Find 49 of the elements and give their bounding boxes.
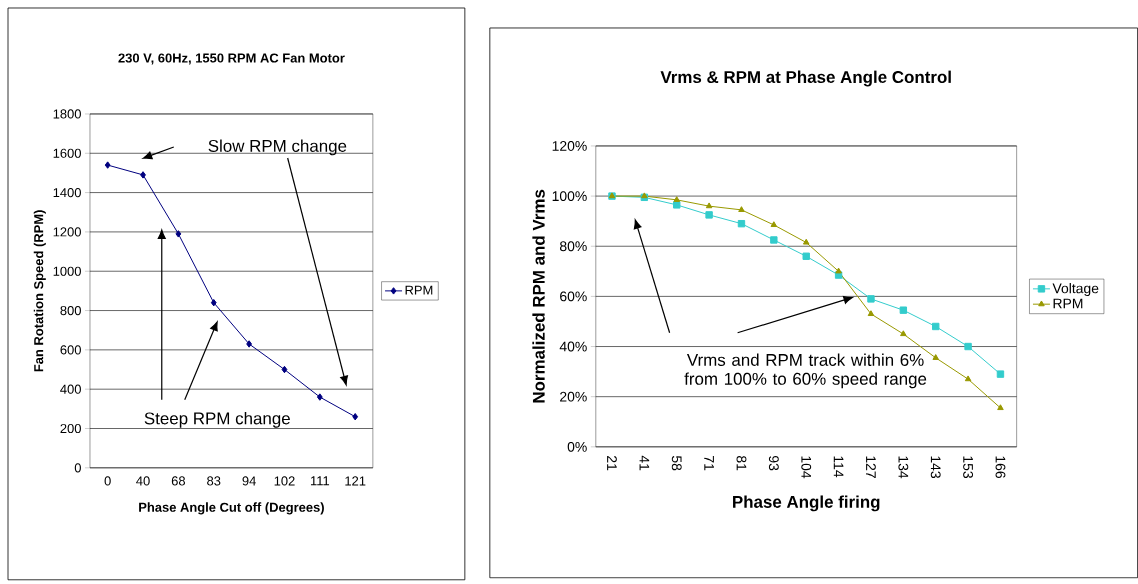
y-tick-label: 60% bbox=[560, 291, 587, 302]
x-tick-label: 41 bbox=[639, 455, 650, 471]
y-axis-title: Fan Rotation Speed (RPM) bbox=[33, 210, 46, 372]
y-tick-label: 800 bbox=[60, 306, 81, 316]
x-tick-label: 68 bbox=[171, 476, 186, 486]
y-tick-label: 1800 bbox=[53, 109, 81, 119]
x-tick-label: 114 bbox=[833, 456, 844, 478]
y-tick-label: 1400 bbox=[53, 188, 81, 198]
legend-label: RPM bbox=[405, 285, 433, 295]
x-tick-label: 71 bbox=[704, 456, 714, 471]
y-tick-label: 400 bbox=[60, 384, 81, 394]
y-tick-label: 1200 bbox=[53, 227, 81, 237]
y-tick-label: 0% bbox=[567, 441, 587, 452]
x-tick-label: 58 bbox=[671, 456, 682, 471]
chart-title: 230 V, 60Hz, 1550 RPM AC Fan Motor bbox=[118, 53, 345, 65]
y-tick-label: 20% bbox=[560, 391, 587, 402]
legend-label: RPM bbox=[1053, 298, 1083, 309]
x-tick-label: 81 bbox=[736, 456, 747, 471]
chart-title: Vrms & RPM at Phase Angle Control bbox=[660, 70, 951, 87]
x-tick-label: 102 bbox=[274, 476, 295, 486]
x-tick-label: 93 bbox=[768, 456, 779, 471]
y-tick-label: 200 bbox=[60, 424, 81, 434]
y-tick-label: 80% bbox=[559, 241, 587, 252]
y-tick-label: 40% bbox=[559, 341, 587, 352]
annotation: Steep RPM change bbox=[144, 412, 290, 428]
y-tick-label: 120% bbox=[552, 141, 587, 151]
x-tick-label: 127 bbox=[866, 456, 876, 479]
x-tick-label: 121 bbox=[345, 476, 366, 486]
y-tick-label: 100% bbox=[552, 191, 587, 202]
x-tick-label: 83 bbox=[207, 476, 221, 486]
annotation: Slow RPM change bbox=[208, 139, 347, 156]
x-axis-title: Phase Angle firing bbox=[733, 495, 880, 512]
legend-label: Voltage bbox=[1052, 283, 1099, 297]
y-axis-title: Normalized RPM and Vrms bbox=[532, 189, 545, 403]
x-tick-label: 0 bbox=[104, 476, 111, 486]
annotation: Vrms and RPM track within 6% from 100% to 60% speed range bbox=[684, 353, 927, 389]
y-tick-label: 1600 bbox=[53, 148, 81, 158]
x-tick-label: 134 bbox=[898, 456, 909, 479]
x-tick-label: 111 bbox=[310, 476, 330, 486]
y-tick-label: 1000 bbox=[53, 266, 81, 276]
x-tick-label: 166 bbox=[995, 456, 1006, 479]
x-tick-label: 143 bbox=[930, 456, 941, 479]
x-tick-label: 153 bbox=[963, 456, 974, 479]
x-tick-label: 104 bbox=[801, 456, 812, 479]
x-tick-label: 21 bbox=[607, 456, 617, 471]
x-tick-label: 94 bbox=[242, 476, 256, 486]
y-tick-label: 600 bbox=[60, 345, 81, 355]
x-tick-label: 40 bbox=[136, 476, 150, 486]
x-axis-title: Phase Angle Cut off (Degrees) bbox=[139, 502, 324, 515]
